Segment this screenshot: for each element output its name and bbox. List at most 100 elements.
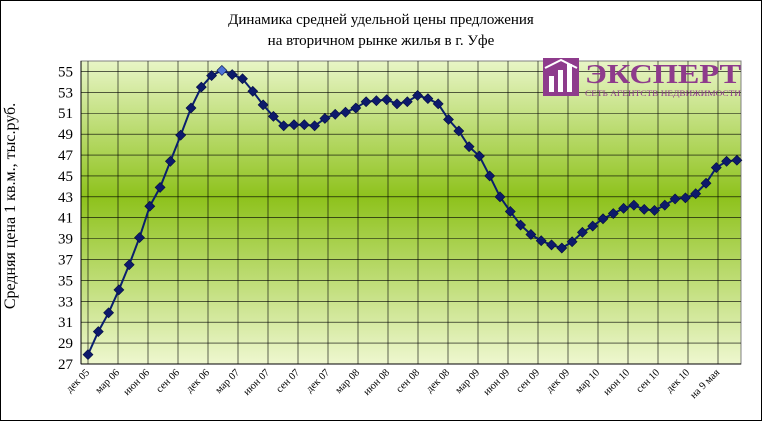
- data-point: [556, 242, 568, 254]
- data-point: [195, 81, 207, 93]
- x-tick-label: дек 06: [184, 367, 212, 395]
- data-point: [597, 213, 609, 225]
- y-tick-label: 29: [58, 336, 73, 352]
- data-point: [82, 349, 94, 361]
- data-point: [237, 73, 248, 85]
- data-point: [391, 98, 403, 110]
- y-tick-label: 55: [58, 64, 73, 80]
- y-tick-label: 35: [58, 273, 73, 289]
- data-point: [607, 208, 619, 219]
- data-point: [340, 106, 351, 118]
- data-point: [422, 93, 434, 105]
- y-tick-label: 31: [58, 315, 73, 331]
- x-tick-label: дек 07: [304, 367, 332, 395]
- data-point: [360, 96, 372, 108]
- data-point: [267, 110, 279, 122]
- x-tick-label: сен 10: [634, 367, 662, 395]
- data-point: [566, 236, 578, 248]
- data-point: [164, 155, 176, 167]
- logo-icon-bar-1: [549, 76, 554, 92]
- y-tick-label: 37: [58, 253, 74, 269]
- data-point: [92, 326, 104, 338]
- x-tick-label: июн 10: [602, 367, 633, 398]
- data-point: [381, 94, 393, 106]
- x-tick-label: июн 06: [122, 367, 153, 398]
- data-point: [679, 192, 691, 204]
- data-point: [690, 188, 702, 200]
- data-point: [123, 259, 135, 271]
- data-point: [401, 96, 413, 108]
- data-point: [659, 199, 671, 211]
- data-point: [576, 226, 588, 238]
- x-tick-label: июн 07: [242, 367, 273, 398]
- y-tick-label: 49: [58, 127, 73, 143]
- y-tick-label: 33: [58, 294, 73, 310]
- data-point: [463, 141, 475, 153]
- data-point: [535, 235, 547, 247]
- x-tick-label: мар 08: [333, 367, 362, 396]
- x-tick-label: дек 09: [544, 367, 572, 395]
- x-tick-label: сен 09: [514, 367, 542, 395]
- y-tick-label: 45: [58, 169, 73, 185]
- chart-title: Динамика средней удельной цены предложен…: [171, 10, 591, 52]
- logo-name: ЭКСПЕРТ: [585, 59, 741, 89]
- data-point: [731, 154, 743, 166]
- grid-lines: [81, 61, 741, 365]
- data-point: [370, 95, 382, 107]
- axes: [80, 61, 741, 365]
- data-point: [649, 204, 660, 216]
- data-point: [309, 120, 321, 132]
- data-point: [350, 102, 362, 114]
- data-point: [329, 108, 341, 120]
- x-tick-label: дек 08: [424, 367, 452, 395]
- x-tick-label: сен 08: [394, 367, 422, 395]
- expert-logo: ЭКСПЕРТ СЕТЬ АГЕНТСТВ НЕДВИЖИМОСТИ: [541, 56, 745, 100]
- data-point: [278, 120, 290, 132]
- x-tick-label: июн 08: [362, 367, 393, 398]
- series-line: [87, 69, 737, 356]
- data-point: [175, 129, 187, 141]
- logo-graphic: ЭКСПЕРТ СЕТЬ АГЕНТСТВ НЕДВИЖИМОСТИ: [543, 58, 741, 98]
- x-tick-label: дек 10: [664, 367, 692, 395]
- data-point: [226, 69, 238, 81]
- data-point: [546, 239, 557, 251]
- data-point: [288, 119, 300, 131]
- data-point: [587, 220, 599, 232]
- data-point: [103, 307, 115, 319]
- data-point: [453, 125, 465, 137]
- data-point: [113, 284, 125, 296]
- data-point: [443, 114, 454, 125]
- data-point: [473, 150, 485, 162]
- y-tick-label: 39: [58, 232, 73, 248]
- y-tick-label: 41: [58, 211, 73, 227]
- data-point: [432, 98, 444, 110]
- data-point: [185, 102, 197, 114]
- x-tick-label: мар 06: [93, 367, 122, 396]
- y-tick-label: 27: [58, 357, 74, 373]
- data-point: [257, 99, 269, 111]
- y-tick-label: 43: [58, 190, 73, 206]
- logo-roof-icon: [544, 58, 578, 69]
- data-point: [247, 85, 259, 97]
- data-point: [710, 162, 722, 173]
- y-tick-labels: 27 29 31 33 35 37 39 41 43 45 47 49 51 53 55: [58, 64, 74, 373]
- data-point: [319, 113, 331, 124]
- chart-title-line-2: на вторичном рынке жилья в г. Уфе: [267, 33, 495, 49]
- x-tick-label: сен 07: [274, 367, 302, 395]
- data-point: [298, 119, 310, 131]
- x-tick-label: мар 10: [573, 367, 602, 396]
- data-point: [504, 206, 516, 217]
- y-tick-label: 53: [58, 85, 73, 101]
- logo-icon-bar-2: [558, 70, 563, 92]
- data-point: [484, 170, 496, 182]
- data-point: [515, 219, 527, 231]
- x-tick-label: мар 09: [453, 367, 482, 396]
- y-tick-label: 47: [58, 148, 74, 164]
- x-tick-label: мар 07: [213, 367, 242, 396]
- data-point: [618, 202, 630, 214]
- y-tick-label: 51: [58, 106, 73, 122]
- chart-title-line-1: Динамика средней удельной цены предложен…: [228, 12, 534, 28]
- data-point: [412, 90, 424, 101]
- x-tick-label: сен 06: [154, 367, 182, 395]
